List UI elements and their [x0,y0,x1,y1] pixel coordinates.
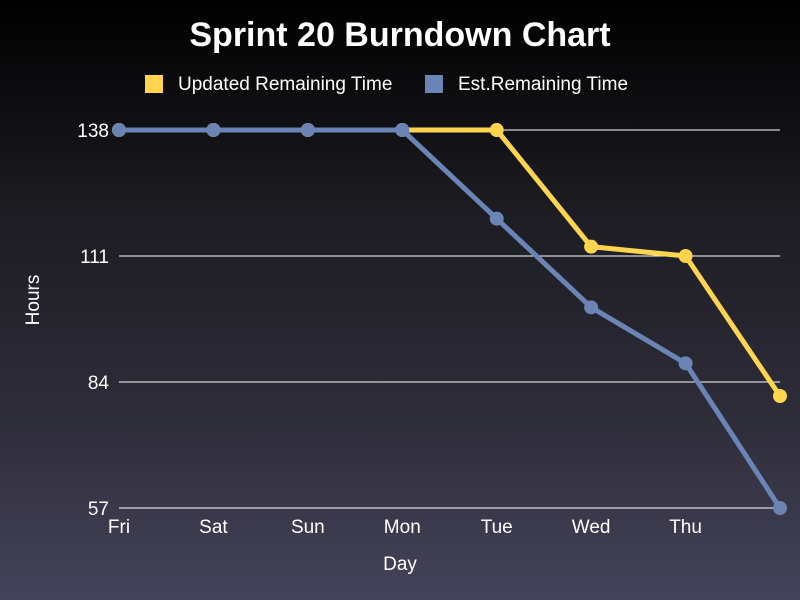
x-tick-label: Tue [481,517,513,538]
legend-swatch-est-remaining-time [425,75,443,93]
series-layer [112,123,787,515]
series-line-est-remaining-time [116,127,783,511]
y-tick-label: 84 [88,373,110,394]
chart-title: Sprint 20 Burndown Chart [189,16,610,54]
x-tick-label: Wed [572,517,611,538]
data-point-est-remaining-time [584,300,599,315]
y-axis-label: Hours [23,275,44,326]
data-point-est-remaining-time [206,123,221,137]
x-tick-label: Fri [108,517,130,538]
y-tick-label: 111 [80,247,109,268]
y-tick-label: 57 [88,499,109,520]
x-axis-label: Day [383,554,417,575]
data-point-updated-remaining-time [678,249,693,263]
data-point-updated-remaining-time [489,123,504,137]
legend-label-est-remaining-time: Est.Remaining Time [458,74,628,95]
data-point-updated-remaining-time [773,389,787,403]
legend-swatch-updated-remaining-time [145,75,163,93]
legend: Updated Remaining Time Est.Remaining Tim… [145,74,628,95]
x-tick-label: Sat [199,517,228,538]
data-point-est-remaining-time [395,123,410,137]
y-axis-ticks: 57 84 111 138 [77,121,109,520]
gridlines [119,129,780,509]
data-point-updated-remaining-time [584,239,599,254]
x-tick-label: Sun [291,517,325,538]
legend-label-updated-remaining-time: Updated Remaining Time [178,74,392,95]
y-tick-label: 138 [77,121,109,142]
data-point-est-remaining-time [489,211,504,226]
x-tick-label: Thu [669,517,702,538]
series-est-remaining-time [112,123,787,515]
series-line-updated-remaining-time [116,127,783,399]
x-tick-label: Mon [384,517,421,538]
data-point-est-remaining-time [300,123,315,137]
data-point-est-remaining-time [773,501,787,515]
x-axis-ticks: Fri Sat Sun Mon Tue Wed Thu [108,517,702,538]
data-point-est-remaining-time [112,123,126,137]
data-point-est-remaining-time [678,356,693,371]
